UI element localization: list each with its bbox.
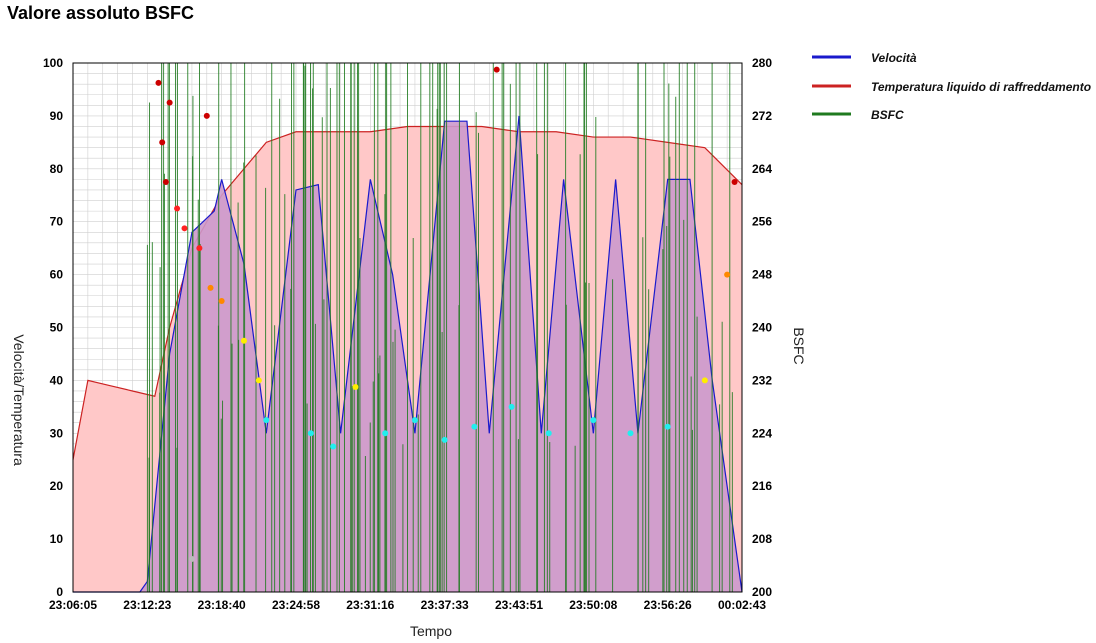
bsfc-point bbox=[166, 99, 173, 106]
bsfc-point bbox=[255, 377, 262, 384]
x-tick-label: 23:31:16 bbox=[346, 598, 394, 612]
y2-axis-label: BSFC bbox=[791, 327, 807, 364]
y2-tick-label: 264 bbox=[752, 162, 772, 176]
bsfc-point bbox=[382, 430, 389, 437]
x-tick-label: 23:24:58 bbox=[272, 598, 320, 612]
legend-label-velocita: Velocità bbox=[871, 51, 917, 65]
bsfc-point bbox=[159, 139, 166, 146]
bsfc-point bbox=[493, 66, 500, 73]
x-tick-label: 23:06:05 bbox=[49, 598, 97, 612]
bsfc-point bbox=[162, 179, 169, 186]
y2-tick-label: 272 bbox=[752, 109, 772, 123]
bsfc-point bbox=[701, 377, 708, 384]
bsfc-point bbox=[181, 225, 188, 232]
plot-frame bbox=[72, 62, 743, 593]
y2-tick-label: 248 bbox=[752, 268, 772, 282]
y2-tick-label: 200 bbox=[752, 585, 772, 599]
x-tick-label: 23:50:08 bbox=[569, 598, 617, 612]
x-tick-label: 23:37:33 bbox=[421, 598, 469, 612]
y2-tick-label: 208 bbox=[752, 532, 772, 546]
y2-tick-label: 280 bbox=[752, 56, 772, 70]
x-tick-label: 23:18:40 bbox=[198, 598, 246, 612]
y2-tick-label: 216 bbox=[752, 479, 772, 493]
y-tick-label: 50 bbox=[50, 321, 64, 335]
bsfc-point bbox=[590, 417, 597, 424]
y-tick-label: 30 bbox=[50, 426, 64, 440]
bsfc-point bbox=[664, 423, 671, 430]
bsfc-point bbox=[508, 403, 515, 410]
x-axis-label: Tempo bbox=[410, 623, 452, 639]
legend-label-bsfc: BSFC bbox=[871, 108, 904, 122]
y-tick-label: 70 bbox=[50, 215, 64, 229]
bsfc-point bbox=[627, 430, 634, 437]
y2-tick-label: 240 bbox=[752, 321, 772, 335]
speed-line bbox=[73, 115, 743, 593]
y-tick-label: 40 bbox=[50, 373, 64, 387]
bsfc-point bbox=[240, 337, 247, 344]
bsfc-point bbox=[218, 298, 225, 305]
bsfc-point bbox=[174, 205, 181, 212]
y-tick-label: 60 bbox=[50, 268, 64, 282]
bsfc-point bbox=[731, 179, 738, 186]
y-tick-label: 80 bbox=[50, 162, 64, 176]
bsfc-point bbox=[155, 79, 162, 86]
y2-tick-label: 224 bbox=[752, 426, 772, 440]
bsfc-point bbox=[352, 384, 359, 391]
bsfc-point bbox=[207, 284, 214, 291]
x-tick-label: 23:12:23 bbox=[123, 598, 171, 612]
y-tick-label: 100 bbox=[43, 56, 63, 70]
legend: Velocità Temperatura liquido di raffredd… bbox=[812, 51, 1091, 122]
chart-title: Valore assoluto BSFC bbox=[7, 3, 195, 23]
bsfc-point bbox=[203, 112, 210, 119]
bsfc-points bbox=[155, 66, 738, 562]
bsfc-point bbox=[196, 245, 203, 252]
bsfc-series bbox=[146, 63, 733, 592]
bsfc-point bbox=[263, 417, 270, 424]
legend-label-temperatura: Temperatura liquido di raffreddamento bbox=[871, 80, 1091, 94]
y-axis-label: Velocità/Temperatura bbox=[11, 334, 27, 466]
bsfc-point bbox=[545, 430, 552, 437]
bsfc-point bbox=[724, 271, 731, 278]
y-tick-label: 0 bbox=[56, 585, 63, 599]
bsfc-point bbox=[330, 443, 337, 450]
bsfc-point bbox=[441, 436, 448, 443]
bsfc-point bbox=[188, 555, 195, 562]
y2-tick-label: 256 bbox=[752, 215, 772, 229]
y-tick-label: 90 bbox=[50, 109, 64, 123]
x-tick-label: 00:02:43 bbox=[718, 598, 766, 612]
bsfc-point bbox=[471, 423, 478, 430]
x-tick-label: 23:56:26 bbox=[644, 598, 692, 612]
x-tick-label: 23:43:51 bbox=[495, 598, 543, 612]
y2-axis-ticks: 200 208 216 224 232 240 248 256 264 272 280 bbox=[752, 56, 772, 599]
y2-tick-label: 232 bbox=[752, 373, 772, 387]
y-tick-label: 10 bbox=[50, 532, 64, 546]
bsfc-point bbox=[307, 430, 314, 437]
y-axis-ticks: 0 10 20 30 40 50 60 70 80 90 100 bbox=[43, 56, 63, 599]
y-tick-label: 20 bbox=[50, 479, 64, 493]
x-axis-ticks: 23:06:05 23:12:23 23:18:40 23:24:58 23:31:16… bbox=[49, 598, 766, 612]
bsfc-point bbox=[411, 417, 418, 424]
